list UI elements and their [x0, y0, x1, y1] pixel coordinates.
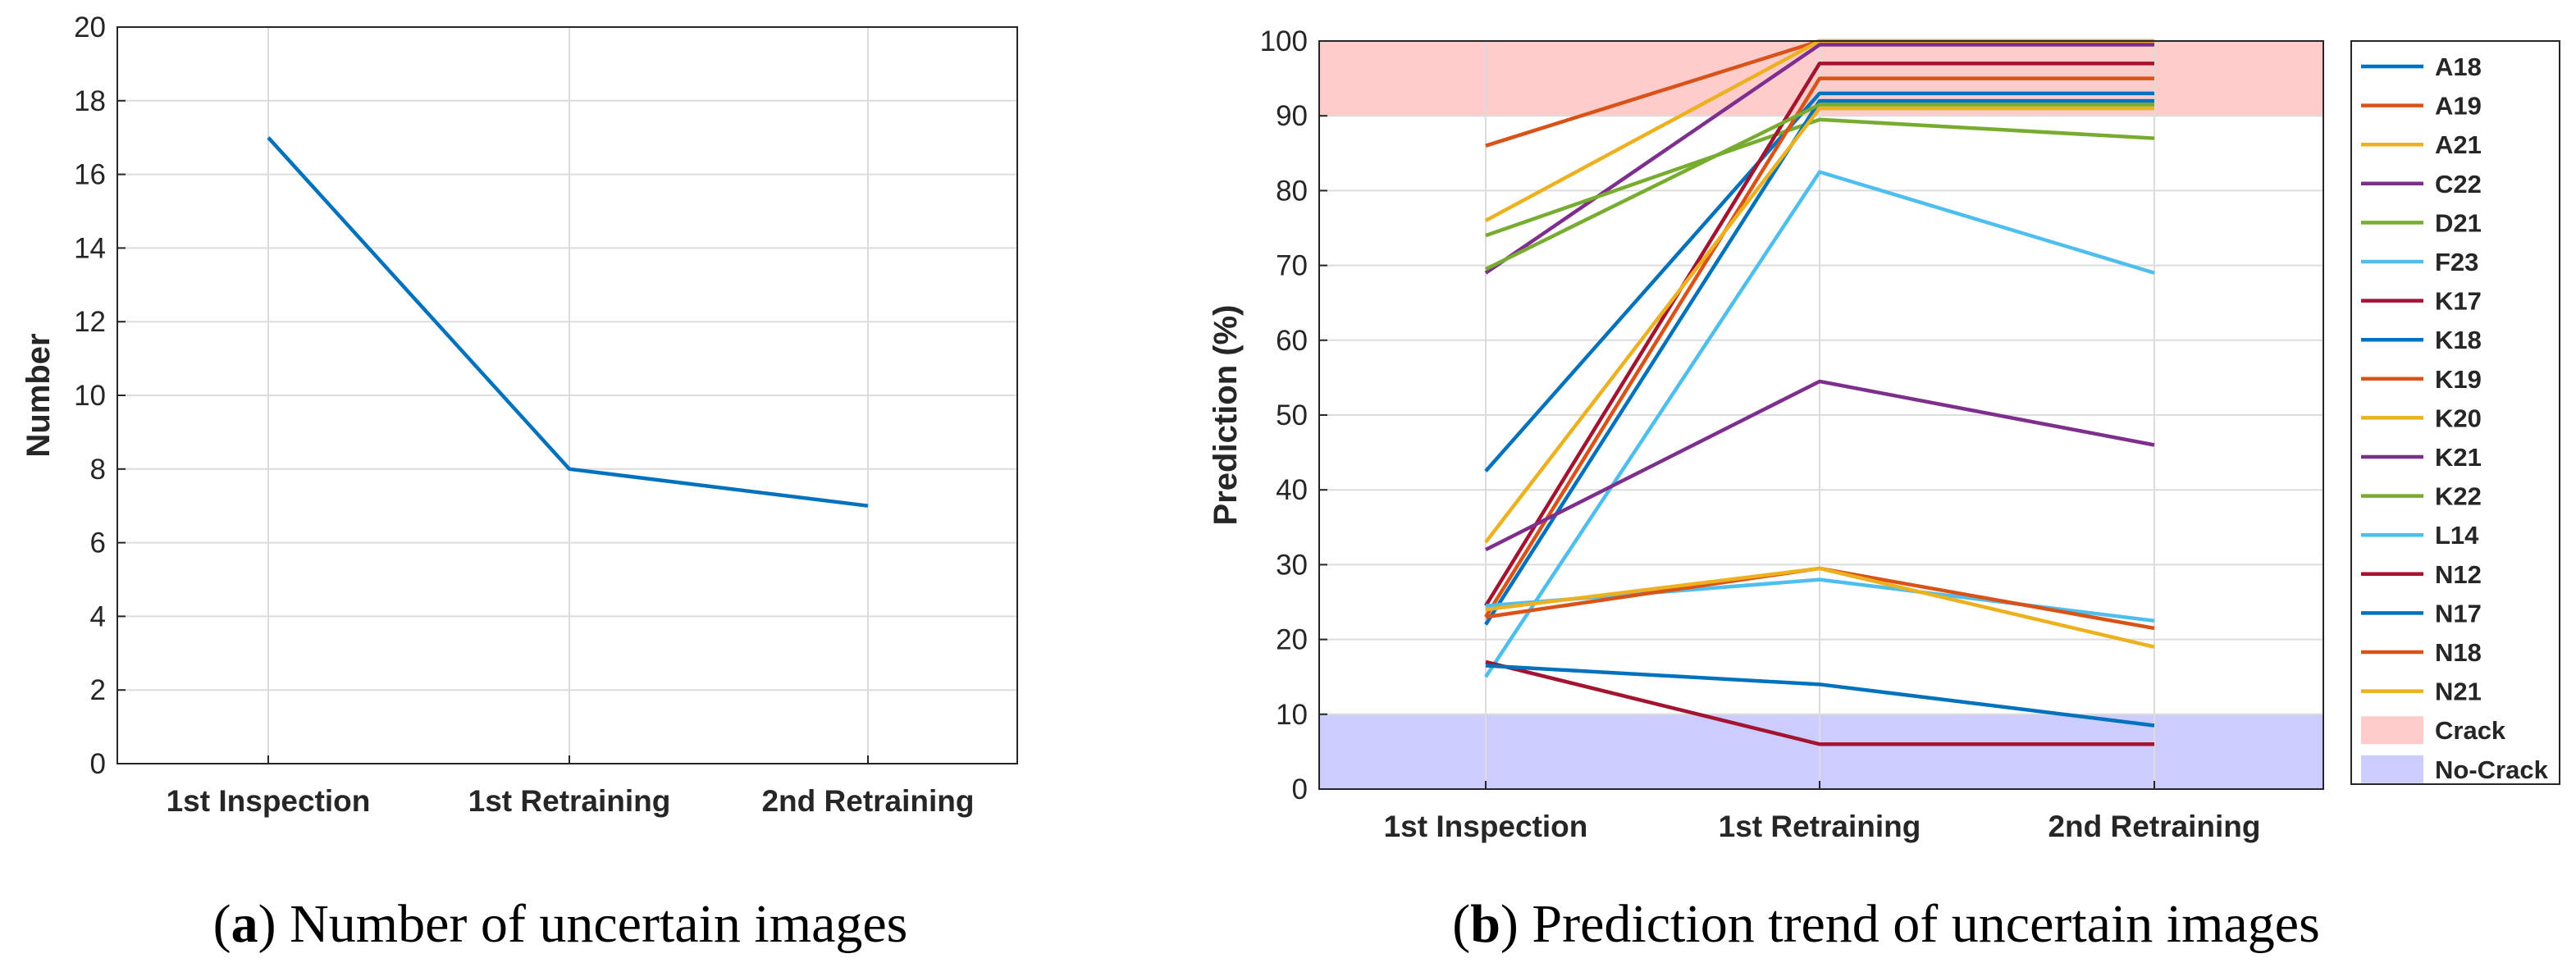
legend-label-n17: N17 [2435, 599, 2482, 627]
caption-a: (a) Number of uncertain images [213, 894, 908, 954]
plot-b-ylabel: Prediction (%) [1208, 305, 1244, 526]
legend-label-a18: A18 [2435, 52, 2482, 81]
y-tick-label: 40 [1276, 474, 1308, 506]
x-tick-label: 2nd Retraining [761, 784, 974, 818]
legend-label-n12: N12 [2435, 560, 2482, 589]
legend-label-a21: A21 [2435, 130, 2482, 159]
plot-a-ylabel: Number [21, 333, 57, 457]
legend-label-k21: K21 [2435, 443, 2482, 472]
legend-label-k20: K20 [2435, 404, 2482, 432]
series-line-n17 [1485, 664, 2155, 728]
caption-a-label: a [231, 894, 258, 954]
plot-a-y-ticks: 0 2 4 6 8 10 12 14 16 18 20 [74, 11, 126, 780]
legend-swatch-crack [2361, 716, 2423, 745]
y-tick-label: 2 [90, 674, 106, 706]
series-line-k19 [1484, 76, 2154, 618]
series-line-uncertain-images [267, 136, 869, 508]
y-tick-label: 16 [74, 159, 106, 191]
plot-a-series [267, 136, 869, 508]
legend-label-f23: F23 [2435, 248, 2478, 276]
x-tick-label: 2nd Retraining [2048, 810, 2260, 843]
y-tick-label: 6 [90, 527, 106, 559]
series-line-a18 [1484, 91, 2154, 472]
caption-a-text: Number of uncertain images [290, 894, 907, 954]
x-tick-label: 1st Retraining [1719, 810, 1921, 843]
series-line-n21 [1485, 566, 2155, 649]
legend-label-no-crack: No-Crack [2435, 755, 2549, 784]
y-tick-label: 10 [1276, 699, 1308, 731]
legend-label-l14: L14 [2435, 521, 2479, 550]
legend-label-n18: N18 [2435, 638, 2482, 667]
y-tick-label: 80 [1276, 175, 1308, 207]
series-line-k22 [1485, 103, 2154, 272]
plot-b-x-ticks: 1st Inspection 1st Retraining 2nd Retraini… [1384, 781, 2261, 843]
y-tick-label: 70 [1276, 250, 1308, 282]
y-tick-label: 12 [74, 306, 106, 338]
series-line-d21 [1485, 117, 2155, 238]
legend-label-k18: K18 [2435, 326, 2482, 354]
x-tick-label: 1st Inspection [167, 784, 371, 818]
series-line-n12 [1485, 659, 2154, 746]
y-tick-label: 30 [1276, 549, 1308, 581]
legend-label-d21: D21 [2435, 208, 2482, 237]
plot-b-legend: A18 A19 A21 C22 D21 F23 K17 K18 K19 K20 K21 K22 L14 N… [2350, 40, 2560, 785]
series-line-k17 [1484, 62, 2154, 607]
legend-box [2350, 40, 2560, 785]
legend-label-a19: A19 [2435, 92, 2482, 121]
y-tick-label: 20 [1276, 624, 1308, 656]
y-tick-label: 0 [1292, 773, 1308, 805]
legend-label-k19: K19 [2435, 365, 2482, 394]
y-tick-label: 90 [1276, 100, 1308, 132]
y-tick-label: 100 [1260, 25, 1308, 57]
legend-swatch-no-crack [2361, 755, 2423, 783]
y-tick-label: 0 [90, 748, 106, 780]
caption-b-label: b [1470, 894, 1500, 954]
series-line-k21 [1484, 379, 2155, 552]
legend-label-k22: K22 [2435, 482, 2482, 511]
y-tick-label: 18 [74, 85, 106, 117]
legend-label-k17: K17 [2435, 287, 2482, 316]
y-tick-label: 50 [1276, 399, 1308, 431]
y-tick-label: 10 [74, 380, 106, 412]
panel-a: 0 2 4 6 8 10 12 14 16 18 20 1st Inspection 1st Retr… [21, 11, 1018, 954]
y-tick-label: 14 [74, 232, 106, 264]
y-tick-label: 4 [90, 600, 106, 632]
legend-label-n21: N21 [2435, 678, 2482, 706]
caption-b-text: Prediction trend of uncertain images [1532, 894, 2319, 954]
legend-label-crack: Crack [2435, 716, 2506, 745]
y-tick-label: 8 [90, 454, 106, 486]
plot-a-x-ticks: 1st Inspection 1st Retraining 2nd Retraini… [167, 755, 975, 818]
series-line-f23 [1484, 170, 2155, 678]
x-tick-label: 1st Inspection [1384, 810, 1588, 843]
series-line-k20 [1484, 106, 2154, 544]
band-no-crack [1319, 714, 2323, 789]
x-tick-label: 1st Retraining [468, 784, 671, 818]
caption-b: (b) Prediction trend of uncertain images [1452, 894, 2320, 954]
legend-label-c22: C22 [2435, 170, 2482, 199]
series-line-k18 [1484, 98, 2154, 626]
plot-b-y-ticks: 0 10 20 30 40 50 60 70 80 90 100 [1260, 25, 1327, 805]
y-tick-label: 20 [74, 11, 106, 43]
y-tick-label: 60 [1276, 325, 1308, 357]
